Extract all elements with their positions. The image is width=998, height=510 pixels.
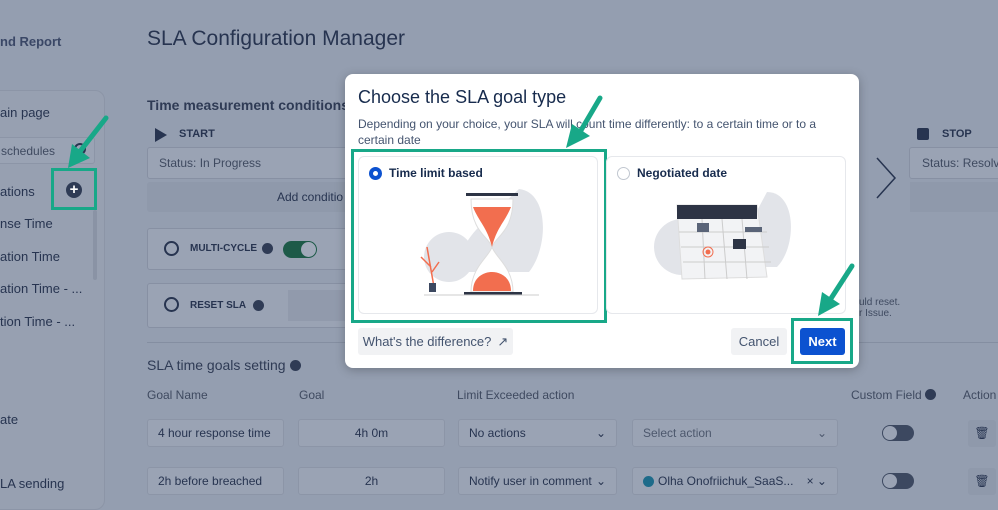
target-select[interactable]: Select action ⌄ (632, 419, 838, 447)
calendar-icon (654, 192, 791, 280)
chevron-right-icon (876, 157, 897, 199)
sidebar-item[interactable]: ate (0, 412, 19, 427)
chevron-down-icon: ⌄ (816, 426, 827, 440)
history-icon (164, 241, 179, 256)
column-custom-field: Custom Field (851, 388, 922, 402)
goal-name-input[interactable]: 2h before breached (147, 467, 284, 495)
column-limit-action: Limit Exceeded action (457, 388, 575, 402)
option-time-limit[interactable]: Time limit based (358, 156, 598, 314)
goal-name-input[interactable]: 4 hour response time (147, 419, 284, 447)
goals-heading: SLA time goals setting (147, 357, 286, 373)
add-stop-condition[interactable] (910, 182, 998, 212)
info-icon (253, 300, 264, 311)
multi-cycle-panel: MULTI-CYCLE (147, 228, 367, 270)
add-configuration-icon[interactable]: + (66, 182, 82, 198)
chevron-down-icon: ⌄ (595, 474, 606, 488)
sidebar-title: nd Report (0, 34, 62, 49)
avatar (643, 475, 654, 487)
next-button[interactable]: Next (800, 328, 845, 355)
stop-icon (917, 128, 929, 140)
time-conditions-heading: Time measurement conditions (147, 97, 350, 113)
arrow-icon (68, 115, 109, 168)
highlight-box (51, 168, 97, 210)
reset-sla-label: RESET SLA (190, 300, 247, 311)
sidebar-scrollbar[interactable] (93, 210, 97, 280)
chevron-down-icon: ⌄ (595, 426, 606, 440)
delete-icon[interactable]: 🗑 (968, 420, 996, 447)
option-negotiated-date[interactable]: Negotiated date (606, 156, 846, 314)
highlight-box (791, 318, 853, 364)
power-icon (164, 297, 179, 312)
sidebar-item-configurations: ations (0, 184, 35, 199)
page-title: SLA Configuration Manager (147, 27, 405, 50)
arrow-icon (566, 95, 603, 148)
sidebar-item-main-page[interactable]: ain page (0, 105, 50, 120)
info-icon (290, 360, 301, 371)
delete-icon[interactable]: 🗑 (968, 468, 996, 495)
sidebar-item[interactable]: ation Time - ... (0, 281, 83, 296)
custom-field-toggle[interactable] (882, 425, 914, 441)
whats-the-difference-link[interactable]: What's the difference? ↗ (358, 328, 513, 355)
stop-condition[interactable]: Status: Resolv (909, 147, 998, 179)
limit-action-select[interactable]: Notify user in comment ⌄ (458, 467, 617, 495)
cancel-button[interactable]: Cancel (731, 328, 787, 355)
goal-input[interactable]: 2h (298, 467, 445, 495)
arrow-icon (818, 263, 855, 316)
target-select[interactable]: Olha Onofriichuk_SaaS... × ⌄ (632, 467, 838, 495)
info-icon (925, 389, 936, 400)
column-goal: Goal (299, 388, 325, 402)
start-label: START (179, 128, 215, 140)
limit-action-select[interactable]: No actions ⌄ (458, 419, 617, 447)
play-icon (155, 128, 167, 142)
external-link-icon: ↗ (497, 333, 509, 349)
radio-selected[interactable] (369, 167, 382, 180)
goal-input[interactable]: 4h 0m (298, 419, 445, 447)
stop-label: STOP (942, 128, 972, 140)
sidebar-item[interactable]: LA sending (0, 476, 65, 491)
hourglass-icon (420, 189, 543, 296)
reset-sla-panel: RESET SLA (147, 283, 368, 328)
sidebar-item[interactable]: nse Time (0, 216, 53, 231)
add-condition-button[interactable]: Add conditio (147, 182, 367, 212)
multi-cycle-toggle[interactable] (283, 241, 317, 258)
sidebar-item[interactable]: tion Time - ... (0, 314, 76, 329)
goal-type-modal: Choose the SLA goal type Depending on yo… (345, 74, 859, 368)
multi-cycle-label: MULTI-CYCLE (190, 243, 258, 254)
info-icon (262, 243, 273, 254)
start-condition[interactable]: Status: In Progress (147, 147, 367, 179)
custom-field-toggle[interactable] (882, 473, 914, 489)
radio-unselected[interactable] (617, 167, 630, 180)
reset-hint: uld reset. r Issue. (859, 297, 901, 319)
column-action: Action (963, 388, 997, 402)
modal-title: Choose the SLA goal type (358, 87, 567, 107)
sidebar-item[interactable]: ation Time (0, 249, 60, 264)
highlight-box (351, 149, 607, 323)
column-goal-name: Goal Name (147, 388, 208, 402)
